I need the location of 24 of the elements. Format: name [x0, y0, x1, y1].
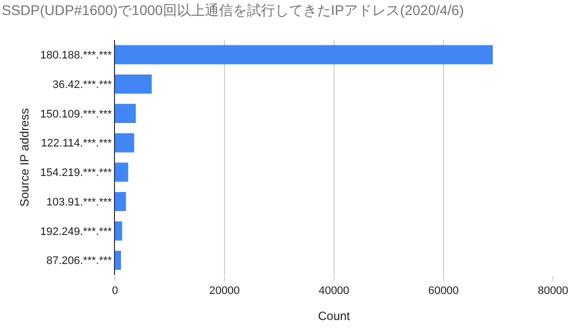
- y-tick-label: 122.114.***.***: [41, 138, 113, 150]
- x-tick-label: 80000: [538, 285, 568, 298]
- y-tick-label: 87.206.***.***: [46, 255, 113, 268]
- chart-title: SSDP(UDP#1600)で1000回以上通信を試行してきたIPアドレス(2020/4/6): [2, 2, 464, 18]
- bar: [115, 45, 493, 64]
- x-tick-label: 40000: [318, 285, 350, 298]
- x-tick-label: 0: [112, 285, 118, 298]
- y-tick-label: 192.249.***.***: [40, 226, 113, 238]
- y-tick-label: 180.188.***.***: [40, 50, 113, 62]
- y-tick-label: 150.109.***.***: [40, 108, 113, 120]
- y-tick-label: 103.91.***.***: [46, 196, 113, 208]
- bar: [115, 74, 152, 94]
- x-tick-label: 60000: [428, 285, 459, 298]
- bar: [115, 221, 122, 240]
- bar: [115, 192, 126, 212]
- x-tick-label: 20000: [209, 285, 240, 298]
- y-tick-label: 36.42.***.***: [52, 78, 113, 91]
- y-tick-label: 154.219.***.***: [40, 167, 113, 180]
- y-axis-title: Source IP address: [18, 108, 32, 207]
- x-axis-title: Count: [318, 309, 351, 324]
- bar: [115, 250, 122, 270]
- bar: [115, 162, 128, 182]
- bar: [115, 133, 134, 152]
- bar: [115, 104, 136, 123]
